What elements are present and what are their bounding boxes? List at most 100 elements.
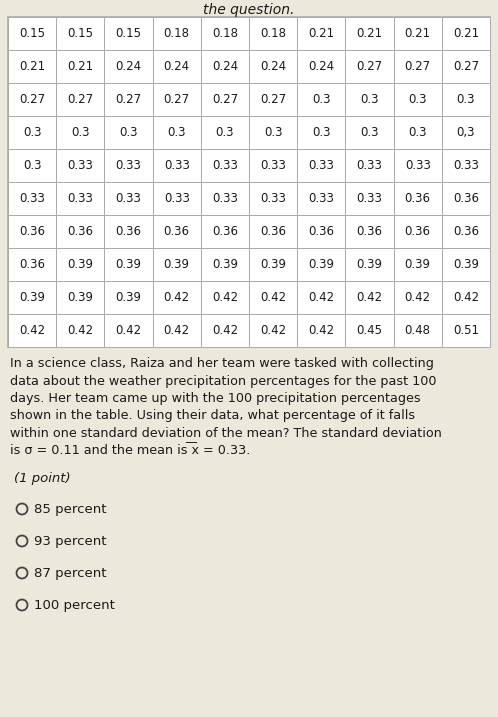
Text: data about the weather precipitation percentages for the past 100: data about the weather precipitation per… <box>10 374 437 387</box>
Bar <box>105 116 152 149</box>
Text: 0.27: 0.27 <box>164 93 190 106</box>
Bar <box>346 116 393 149</box>
Text: 0.24: 0.24 <box>212 60 238 73</box>
Text: 0.36: 0.36 <box>19 258 45 271</box>
Text: 0.42: 0.42 <box>116 324 141 337</box>
Text: 0.3: 0.3 <box>408 93 427 106</box>
Bar <box>393 281 442 314</box>
Bar <box>346 50 393 83</box>
Text: 0.15: 0.15 <box>19 27 45 40</box>
Text: 0.36: 0.36 <box>164 225 190 238</box>
Text: 0.36: 0.36 <box>405 192 431 205</box>
Bar <box>249 314 297 347</box>
Text: 0.39: 0.39 <box>164 258 190 271</box>
Bar <box>249 83 297 116</box>
Text: 0.36: 0.36 <box>453 225 479 238</box>
Text: 0.3: 0.3 <box>360 126 379 139</box>
Bar <box>201 215 249 248</box>
Text: 0.36: 0.36 <box>357 225 382 238</box>
Bar <box>249 50 297 83</box>
Bar <box>201 17 249 50</box>
Text: 0.33: 0.33 <box>116 159 141 172</box>
Text: 0.36: 0.36 <box>453 192 479 205</box>
Text: 0.33: 0.33 <box>405 159 431 172</box>
Bar <box>393 83 442 116</box>
Bar <box>201 149 249 182</box>
Text: 0.36: 0.36 <box>19 225 45 238</box>
Text: 0.33: 0.33 <box>19 192 45 205</box>
Bar <box>346 281 393 314</box>
Text: 0.21: 0.21 <box>19 60 45 73</box>
Text: 0.3: 0.3 <box>360 93 379 106</box>
Bar <box>297 281 346 314</box>
Bar <box>346 215 393 248</box>
Bar <box>249 281 297 314</box>
Text: 0.39: 0.39 <box>212 258 238 271</box>
Bar <box>346 182 393 215</box>
Bar <box>56 281 105 314</box>
Text: 0.3: 0.3 <box>408 126 427 139</box>
Bar <box>105 182 152 215</box>
Text: (1 point): (1 point) <box>14 472 71 485</box>
Text: 0.33: 0.33 <box>212 192 238 205</box>
Text: 0.42: 0.42 <box>308 291 334 304</box>
Text: 0.33: 0.33 <box>308 159 334 172</box>
Bar <box>249 116 297 149</box>
Bar <box>56 248 105 281</box>
Text: 0.27: 0.27 <box>212 93 238 106</box>
Bar <box>8 149 56 182</box>
Bar <box>442 149 490 182</box>
Bar <box>56 182 105 215</box>
Bar <box>201 83 249 116</box>
Text: within one standard deviation of the mean? The standard deviation: within one standard deviation of the mea… <box>10 427 442 440</box>
Text: 0.21: 0.21 <box>405 27 431 40</box>
Bar <box>8 50 56 83</box>
Bar <box>297 17 346 50</box>
Bar <box>152 17 201 50</box>
Bar <box>249 248 297 281</box>
Bar <box>8 17 56 50</box>
Text: 0.39: 0.39 <box>116 258 141 271</box>
Text: 0.15: 0.15 <box>67 27 93 40</box>
Text: 0.3: 0.3 <box>264 126 282 139</box>
Bar <box>442 281 490 314</box>
Bar <box>152 83 201 116</box>
Bar <box>442 116 490 149</box>
Text: 0.42: 0.42 <box>67 324 93 337</box>
Bar <box>393 17 442 50</box>
Bar <box>346 83 393 116</box>
Bar <box>105 83 152 116</box>
Text: 0.45: 0.45 <box>357 324 382 337</box>
Text: shown in the table. Using their data, what percentage of it falls: shown in the table. Using their data, wh… <box>10 409 415 422</box>
Text: 0.33: 0.33 <box>453 159 479 172</box>
Bar <box>393 50 442 83</box>
Text: 0.39: 0.39 <box>308 258 334 271</box>
Bar <box>105 281 152 314</box>
Text: 0.33: 0.33 <box>308 192 334 205</box>
Text: 0.33: 0.33 <box>260 192 286 205</box>
Text: 0.33: 0.33 <box>164 192 190 205</box>
Text: 0.39: 0.39 <box>260 258 286 271</box>
Text: 0.3: 0.3 <box>23 126 41 139</box>
Bar <box>442 215 490 248</box>
Bar <box>8 182 56 215</box>
Text: 0.42: 0.42 <box>260 324 286 337</box>
Text: 0.36: 0.36 <box>260 225 286 238</box>
Text: 0.24: 0.24 <box>308 60 334 73</box>
Bar <box>56 314 105 347</box>
Bar <box>8 17 490 347</box>
Bar <box>297 182 346 215</box>
Text: 0.42: 0.42 <box>212 324 238 337</box>
Text: 0.27: 0.27 <box>357 60 382 73</box>
Text: 0.39: 0.39 <box>67 258 93 271</box>
Bar <box>249 182 297 215</box>
Text: 87 percent: 87 percent <box>34 566 107 579</box>
Text: 0.24: 0.24 <box>164 60 190 73</box>
Text: 0.33: 0.33 <box>67 159 93 172</box>
Text: 0,3: 0,3 <box>457 126 475 139</box>
Bar <box>152 248 201 281</box>
Bar <box>152 314 201 347</box>
Text: 0.36: 0.36 <box>405 225 431 238</box>
Bar <box>346 17 393 50</box>
Text: 85 percent: 85 percent <box>34 503 107 516</box>
